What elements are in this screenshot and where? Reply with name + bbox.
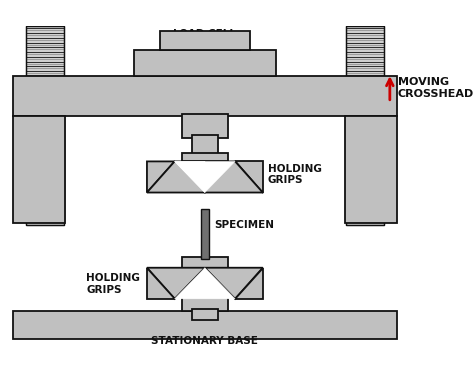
Polygon shape bbox=[235, 161, 263, 193]
Bar bbox=[26, 26, 64, 76]
Polygon shape bbox=[147, 161, 205, 193]
Bar bbox=[26, 26, 64, 76]
Bar bbox=[192, 309, 218, 319]
Text: SPECIMEN: SPECIMEN bbox=[214, 220, 274, 230]
Text: LOAD CELL: LOAD CELL bbox=[173, 29, 237, 39]
Bar bbox=[26, 76, 64, 224]
Polygon shape bbox=[205, 161, 263, 193]
Bar bbox=[346, 26, 384, 76]
Text: HOLDING
GRIPS: HOLDING GRIPS bbox=[86, 273, 140, 295]
Bar bbox=[346, 76, 384, 224]
Polygon shape bbox=[174, 161, 235, 193]
Bar bbox=[345, 116, 397, 223]
Polygon shape bbox=[147, 161, 174, 193]
Bar bbox=[13, 116, 65, 223]
Polygon shape bbox=[205, 268, 263, 299]
Text: STATIONARY BASE: STATIONARY BASE bbox=[151, 337, 258, 346]
Bar bbox=[160, 31, 250, 50]
Bar bbox=[182, 257, 228, 268]
Bar bbox=[346, 76, 384, 224]
Polygon shape bbox=[174, 268, 235, 299]
Bar bbox=[182, 153, 228, 161]
Text: MOVING
CROSSHEAD: MOVING CROSSHEAD bbox=[398, 77, 474, 99]
Bar bbox=[13, 76, 397, 116]
Bar bbox=[13, 311, 397, 340]
Polygon shape bbox=[174, 161, 205, 193]
Bar bbox=[346, 26, 384, 76]
Polygon shape bbox=[147, 268, 205, 299]
Bar bbox=[192, 135, 218, 160]
Text: HOLDING
GRIPS: HOLDING GRIPS bbox=[268, 164, 322, 185]
Bar bbox=[134, 50, 276, 76]
Polygon shape bbox=[147, 268, 174, 299]
Bar bbox=[182, 114, 228, 138]
Bar bbox=[26, 76, 64, 224]
Polygon shape bbox=[235, 268, 263, 299]
Bar bbox=[201, 209, 209, 259]
Bar bbox=[182, 296, 228, 311]
